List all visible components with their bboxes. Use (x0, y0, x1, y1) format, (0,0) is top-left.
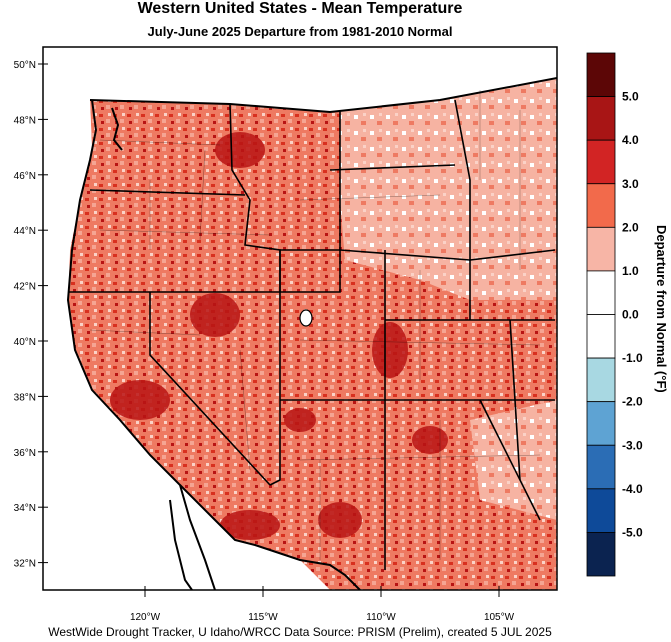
longitude-axis: 120°W 115°W 110°W 105°W (130, 586, 515, 623)
colorbar-swatch (586, 139, 616, 185)
lat-tick-label: 38°N (14, 392, 36, 403)
lon-tick-label: 110°W (366, 612, 396, 623)
lat-tick-label: 32°N (14, 559, 36, 570)
colorbar-label: 0.0 (622, 308, 639, 322)
colorbar-swatch (586, 314, 616, 359)
lon-tick-label: 120°W (130, 612, 161, 623)
colorbar-swatch (586, 270, 616, 315)
map-border (42, 46, 558, 591)
colorbar-label: -3.0 (622, 438, 643, 452)
lon-tick-label: 115°W (248, 612, 278, 623)
colorbar-label: 4.0 (622, 133, 639, 147)
colorbar-title: Departure from Normal (°F) (654, 225, 669, 393)
us-mexico-border (179, 484, 361, 590)
colorbar-label: -1.0 (622, 351, 643, 365)
plains-region (340, 78, 557, 300)
colorbar: 5.0 4.0 3.0 2.0 1.0 0.0 -1.0 -2.0 -3.0 -4.0 -5.0 (586, 52, 643, 577)
us-canada-border (89, 77, 557, 114)
colorbar-label: 5.0 (622, 90, 639, 104)
map-title: Western United States - Mean Temperature (137, 0, 463, 17)
colorbar-label: -4.0 (622, 482, 643, 496)
colorbar-swatch (586, 96, 616, 141)
colorbar-swatch (586, 444, 616, 490)
lat-tick-label: 46°N (14, 171, 36, 182)
lat-tick-label: 50°N (14, 60, 36, 71)
colorbar-swatch (586, 52, 616, 97)
colorbar-swatch (586, 532, 616, 577)
colorbar-swatch (586, 488, 616, 533)
colorbar-label: -5.0 (622, 525, 643, 539)
colorbar-label: -2.0 (622, 395, 643, 409)
latitude-axis: 50°N 48°N 46°N 44°N 42°N 40°N 38°N 36°N 34°N 32°N (14, 60, 48, 570)
lat-tick-label: 42°N (14, 282, 36, 293)
colorbar-label: 3.0 (622, 177, 639, 191)
colorbar-label: 1.0 (622, 264, 639, 278)
lat-tick-label: 34°N (14, 503, 36, 514)
colorbar-swatch (586, 183, 616, 228)
lon-tick-label: 105°W (484, 612, 515, 623)
west-coastline (66, 99, 216, 590)
map-panel (43, 47, 557, 590)
state-boundaries (68, 99, 556, 570)
lat-tick-label: 48°N (14, 115, 36, 126)
colorbar-label: 2.0 (622, 220, 639, 234)
lat-tick-label: 40°N (14, 337, 36, 348)
footer-credit: WestWide Drought Tracker, U Idaho/WRCC D… (48, 625, 552, 639)
colorbar-swatch (586, 226, 616, 272)
colorbar-swatch (586, 357, 616, 403)
map-subtitle: July-June 2025 Departure from 1981-2010 … (147, 24, 453, 39)
hot-spots (110, 132, 448, 540)
lat-tick-label: 44°N (14, 226, 36, 237)
colorbar-swatch (586, 401, 616, 446)
lat-tick-label: 36°N (14, 448, 36, 459)
great-salt-lake (299, 309, 313, 327)
